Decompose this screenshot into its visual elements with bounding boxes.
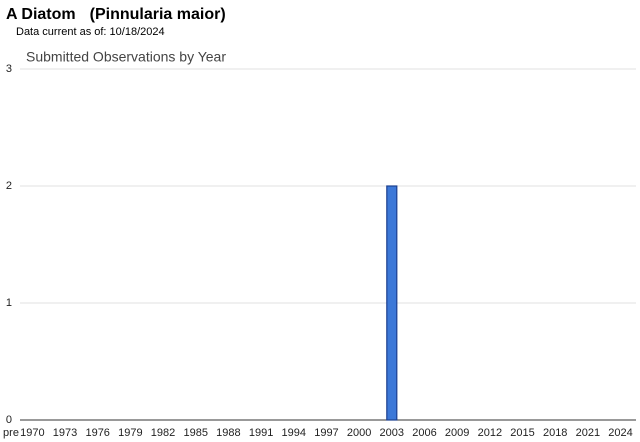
x-tick-label: 2015 <box>510 427 534 439</box>
y-tick-label: 3 <box>6 63 12 75</box>
x-tick-label: 1991 <box>249 427 273 439</box>
x-tick-label: 1988 <box>216 427 240 439</box>
x-tick-label: 2006 <box>412 427 436 439</box>
scientific-name: (Pinnularia maior) <box>90 6 226 23</box>
x-tick-label: 2003 <box>380 427 404 439</box>
x-tick-label: 1970 <box>20 427 44 439</box>
y-tick-label: 2 <box>6 180 12 192</box>
y-tick-label: 1 <box>6 297 12 309</box>
chart-title: Submitted Observations by Year <box>26 49 226 65</box>
x-tick-label: 1997 <box>314 427 338 439</box>
x-tick-label: 1994 <box>282 427 306 439</box>
x-tick-label: pre <box>3 427 19 439</box>
common-name: A Diatom <box>6 6 76 23</box>
x-tick-label: 2018 <box>543 427 567 439</box>
page-title: A Diatom (Pinnularia maior) <box>6 6 226 23</box>
x-tick-label: 2021 <box>576 427 600 439</box>
y-tick-label: 0 <box>6 414 12 426</box>
x-tick-label: 2024 <box>608 427 632 439</box>
x-tick-label: 1979 <box>118 427 142 439</box>
data-note: Data current as of: 10/18/2024 <box>16 26 165 38</box>
x-tick-label: 1973 <box>53 427 77 439</box>
bar <box>386 185 398 421</box>
x-tick-label: 2000 <box>347 427 371 439</box>
x-tick-label: 1982 <box>151 427 175 439</box>
x-tick-label: 2012 <box>478 427 502 439</box>
x-tick-label: 1985 <box>183 427 207 439</box>
x-tick-label: 2009 <box>445 427 469 439</box>
x-tick-label: 1976 <box>85 427 109 439</box>
